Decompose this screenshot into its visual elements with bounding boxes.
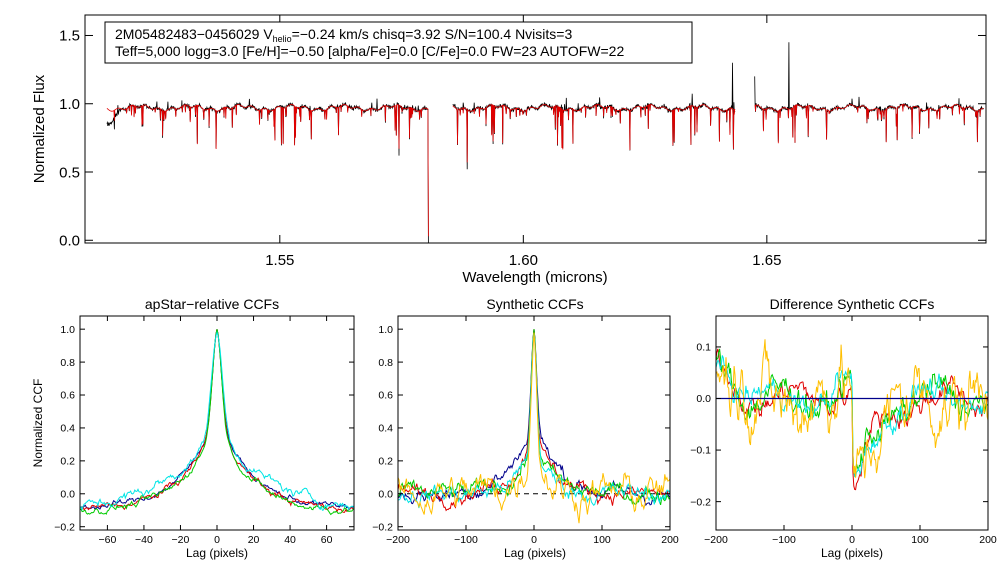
synthetic-ccf-series-visit2	[398, 329, 670, 506]
observed-spectrum-chip-2	[452, 62, 736, 170]
apstar-ccf-xtick-label: −60	[98, 534, 116, 546]
apstar-ccf-xlabel: Lag (pixels)	[186, 546, 248, 560]
apstar-ccf-xtick-label: −40	[135, 534, 153, 546]
chisq-text: chisq=3.92	[373, 26, 441, 42]
annotation-box	[104, 21, 693, 64]
difference-ccf-ytick-label: −0.1	[690, 445, 711, 457]
spectrum-xlabel: Wavelength (microns)	[462, 269, 607, 286]
apstar-ccf-ytick-label: 1.0	[60, 324, 75, 336]
apstar-ccf-axes: −60 −40 −20 0 20 40 60 −0.2 0.0 0.2 0.4 0.6 0.8 1.0	[54, 316, 354, 546]
synthetic-ccf-ytick-label: 1.0	[378, 324, 393, 336]
spectrum-axes: 1.55 1.60 1.65 0.0 0.5 1.0 1.5	[59, 15, 986, 269]
synthetic-ccf-ytick-label: −0.2	[372, 521, 393, 533]
star-id: 2M05482483−0456029	[115, 26, 260, 42]
synthetic-ccf-series-visit4	[398, 332, 670, 524]
difference-ccf-xlabel: Lag (pixels)	[821, 546, 883, 560]
synthetic-ccf-ytick-label: 0.0	[378, 488, 393, 500]
apstar-ccf-ytick-label: −0.2	[54, 521, 75, 533]
difference-ccf-panel: Difference Synthetic CCFs −200 −100 0 100 20…	[690, 296, 997, 560]
synthetic-ccf-xtick-label: 100	[593, 534, 611, 546]
apstar-ccf-ytick-label: 0.2	[60, 456, 75, 468]
spectrum-ytick-label: 0.0	[59, 233, 80, 250]
apstar-ccf-xtick-label: 40	[284, 534, 296, 546]
difference-ccf-xtick-label: −100	[772, 534, 796, 546]
synthetic-ccf-series-visit1	[398, 329, 670, 512]
model-spectrum-chip-3	[754, 103, 984, 144]
synthetic-ccf-ytick-label: 0.8	[378, 357, 393, 369]
v-subscript: helio	[273, 34, 292, 44]
apstar-ccf-plot-area	[80, 329, 354, 516]
annotation-line-1: 2M05482483−0456029 Vhelio=−0.24 km/s chi…	[115, 26, 572, 44]
synthetic-ccf-xlabel: Lag (pixels)	[504, 546, 566, 560]
synthetic-ccf-xtick-label: −200	[386, 534, 410, 546]
synthetic-ccf-xtick-label: 200	[661, 534, 679, 546]
spectrum-panel: 1.55 1.60 1.65 0.0 0.5 1.0 1.5 2M05482483−0456…	[31, 14, 987, 286]
difference-ccf-plot-area	[716, 339, 988, 491]
apstar-ccf-ytick-label: 0.8	[60, 357, 75, 369]
nvisits-text: Nvisits=3	[515, 26, 572, 42]
apstar-ccf-ytick-label: 0.4	[60, 423, 75, 435]
observed-spectrum-chip-1	[106, 98, 429, 243]
apstar-ccf-series-visit1	[80, 329, 354, 513]
spectrum-xtick-label: 1.60	[509, 252, 538, 269]
synthetic-ccf-ytick-label: 0.4	[378, 423, 393, 435]
spectrum-plot-area	[106, 42, 984, 243]
difference-ccf-axes: −200 −100 0 100 200 −0.2 −0.1 0.0 0.1	[690, 316, 997, 546]
difference-ccf-xtick-label: −200	[704, 534, 728, 546]
apstar-ccf-ytick-label: 0.6	[60, 390, 75, 402]
difference-ccf-title: Difference Synthetic CCFs	[770, 296, 935, 312]
v-value: =−0.24 km/s	[292, 26, 369, 42]
synthetic-ccf-panel: Synthetic CCFs −200 −100 0 100 200 −0.2 0.0 0.2…	[372, 296, 679, 560]
apstar-ccf-series-visit2	[80, 329, 354, 516]
difference-ccf-xtick-label: 100	[911, 534, 929, 546]
apstar-ccf-xtick-label: −20	[172, 534, 190, 546]
difference-ccf-xtick-label: 0	[849, 534, 855, 546]
synthetic-ccf-ytick-label: 0.6	[378, 390, 393, 402]
synthetic-ccf-plot-area	[398, 329, 670, 524]
spectrum-ylabel: Normalized Flux	[31, 74, 48, 183]
apstar-ccf-xtick-label: 60	[321, 534, 333, 546]
spectrum-ytick-label: 0.5	[59, 164, 80, 181]
apstar-ccf-xtick-label: 20	[248, 534, 260, 546]
spectrum-frame	[84, 14, 987, 244]
model-spectrum-chip-1	[106, 104, 429, 237]
synthetic-ccf-xtick-label: 0	[531, 534, 537, 546]
apstar-ccf-panel: apStar−relative CCFs −60 −40 −20 0 20 40 60 −0.…	[31, 296, 355, 560]
spectrum-ytick-label: 1.5	[59, 28, 80, 45]
difference-ccf-ytick-label: 0.0	[696, 393, 711, 405]
v-label: V	[263, 26, 273, 42]
annotation-line-2: Teff=5,000 logg=3.0 [Fe/H]=−0.50 [alpha/…	[115, 43, 624, 59]
spectrum-ytick-label: 1.0	[59, 96, 80, 113]
difference-ccf-series-visit4	[716, 339, 988, 479]
difference-ccf-ytick-label: −0.2	[690, 496, 711, 508]
observed-spectrum-chip-3	[754, 42, 984, 143]
synthetic-ccf-title: Synthetic CCFs	[486, 296, 583, 312]
synthetic-ccf-axes: −200 −100 0 100 200 −0.2 0.0 0.2 0.4 0.6 0.8 1.0	[372, 316, 679, 546]
apstar-ccf-xtick-label: 0	[214, 534, 220, 546]
apstar-ccf-series-visit3	[80, 330, 354, 512]
synthetic-ccf-ytick-label: 0.2	[378, 456, 393, 468]
apstar-ccf-ytick-label: 0.0	[60, 488, 75, 500]
apstar-ccf-frame	[79, 315, 355, 531]
difference-ccf-ytick-label: 0.1	[696, 342, 711, 354]
spectrum-xtick-label: 1.65	[752, 252, 781, 269]
apstar-ccf-ylabel: Normalized CCF	[31, 379, 45, 468]
spectrum-xtick-label: 1.55	[265, 252, 294, 269]
apstar-ccf-title: apStar−relative CCFs	[145, 296, 279, 312]
model-spectrum-chip-2	[452, 103, 736, 163]
snr-text: S/N=100.4	[445, 26, 512, 42]
synthetic-ccf-xtick-label: −100	[454, 534, 478, 546]
difference-ccf-xtick-label: 200	[979, 534, 997, 546]
apstar-ccf-series-sum	[80, 329, 354, 510]
